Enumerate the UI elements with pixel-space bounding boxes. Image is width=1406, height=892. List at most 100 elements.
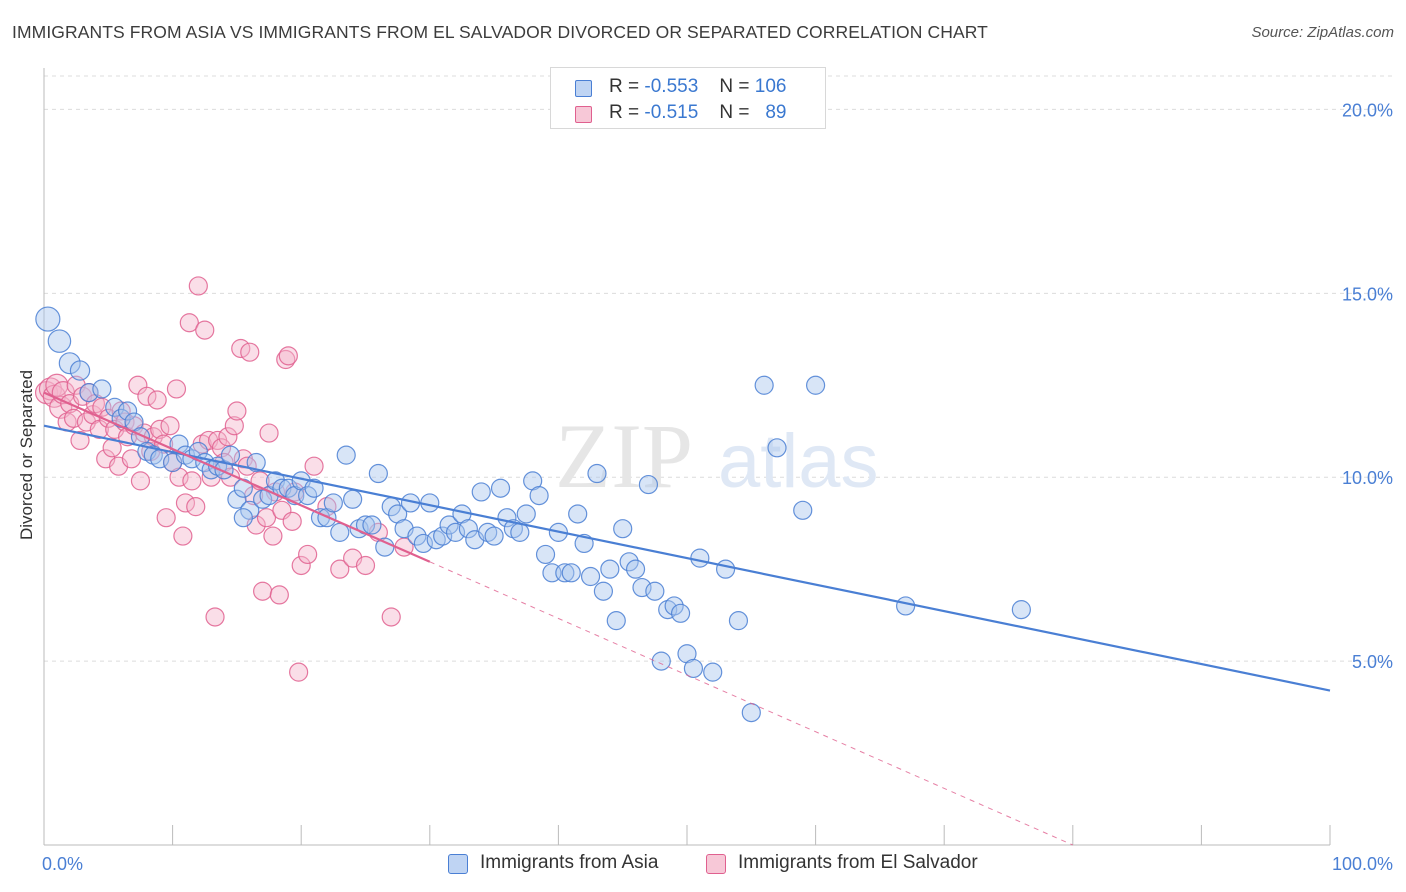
asia-point [220,445,241,465]
legend-r-value-elsalvador: -0.515 [644,102,699,123]
asia-point [741,702,761,723]
y-tick-label: 15.0% [1342,284,1393,304]
elsalvador-point [218,427,238,447]
elsalvador-point [130,471,151,491]
asia-point [767,438,787,458]
asia-point [805,375,826,395]
elsalvador-point [38,377,63,401]
elsalvador-point [175,493,196,513]
y-tick-label: 20.0% [1342,100,1393,120]
asia-point [233,508,253,528]
trend-layer [43,391,1331,846]
x-tick-label-max: 100.0% [1332,854,1393,874]
asia-point [658,600,678,620]
asia-point [587,463,607,484]
asia-point [690,548,710,568]
asia-point [323,493,343,513]
asia-point [79,383,99,403]
asia-point [439,515,459,535]
asia-point [625,559,646,579]
asia-point [793,500,813,520]
asia-point [407,526,427,546]
asia-point [555,563,575,583]
asia-point [253,489,273,509]
asia-point [638,474,659,495]
asia-point [728,611,749,631]
asia-point [529,486,549,506]
elsalvador-trend-line [43,391,431,563]
elsalvador-point [205,607,225,627]
asia-point [368,463,388,484]
bottom-legend-swatch-asia [448,854,468,874]
asia-point [632,577,652,598]
asia-point [606,611,626,631]
asia-point [69,360,91,381]
elsalvador-point [186,497,206,517]
asia-point [593,581,614,601]
elsalvador-point [298,544,318,565]
asia-point [471,482,491,502]
asia-point [304,478,324,498]
asia-point [362,515,382,535]
asia-point [715,559,736,579]
asia-point [246,452,266,473]
bottom-legend-label-asia: Immigrants from Asia [480,852,659,873]
elsalvador-point [330,559,350,579]
elsalvador-point [160,416,180,436]
elsalvador-point [188,276,208,296]
elsalvador-point [166,379,187,399]
asia-point [896,596,916,616]
asia-point [651,651,671,671]
asia-point [478,522,498,542]
asia-point [240,500,260,520]
elsalvador-point [173,526,193,546]
elsalvador-point [256,508,277,528]
asia-trend-line [43,424,1331,692]
watermark: ZIP atlas [555,405,879,507]
elsalvador-point [150,419,170,439]
asia-point [703,662,723,682]
asia-point [117,401,138,421]
elsalvador-point [121,449,142,469]
legend-text-asia: R = -0.553 N = 106 [609,76,787,97]
legend-n-value-elsalvador: 89 [765,102,787,123]
asia-point [47,329,72,353]
asia-point [298,486,318,506]
asia-point [375,537,395,557]
watermark-zip: ZIP [555,405,693,507]
legend-text-elsalvador: R = -0.515 N = 89 [609,102,787,123]
watermark-atlas: atlas [718,419,879,504]
asia-point [664,596,684,616]
asia-point [35,306,61,332]
y-tick-label: 10.0% [1342,468,1393,488]
asia-point [754,375,774,395]
elsalvador-point [259,423,279,443]
elsalvador-point [282,511,302,531]
legend-n-value-asia: 106 [754,76,787,97]
asia-point [58,352,81,375]
elsalvador-point [224,416,244,436]
asia-point [568,504,588,524]
asia-point [336,445,356,465]
elsalvador-point [137,386,157,406]
bottom-legend-label-elsalvador: Immigrants from El Salvador [738,852,978,873]
elsalvador-point [111,401,131,421]
asia-point [580,566,601,587]
asia-point [484,526,504,546]
elsalvador-point [195,320,215,340]
asia-point [458,519,478,539]
elsalvador-point [269,585,289,605]
asia-point [143,445,163,465]
elsalvador-point [45,373,69,397]
asia-point [619,552,639,572]
asia-point [516,504,536,524]
x-tick-label-min: 0.0% [42,854,83,874]
asia-point [343,489,363,509]
asia-point [92,379,112,399]
legend-swatch-asia [575,80,592,97]
elsalvador-point [381,607,401,627]
bottom-legend-swatch-elsalvador [706,854,726,874]
elsalvador-point [227,401,247,421]
chart-title: IMMIGRANTS FROM ASIA VS IMMIGRANTS FROM … [12,22,988,42]
elsalvador-point [276,349,296,370]
